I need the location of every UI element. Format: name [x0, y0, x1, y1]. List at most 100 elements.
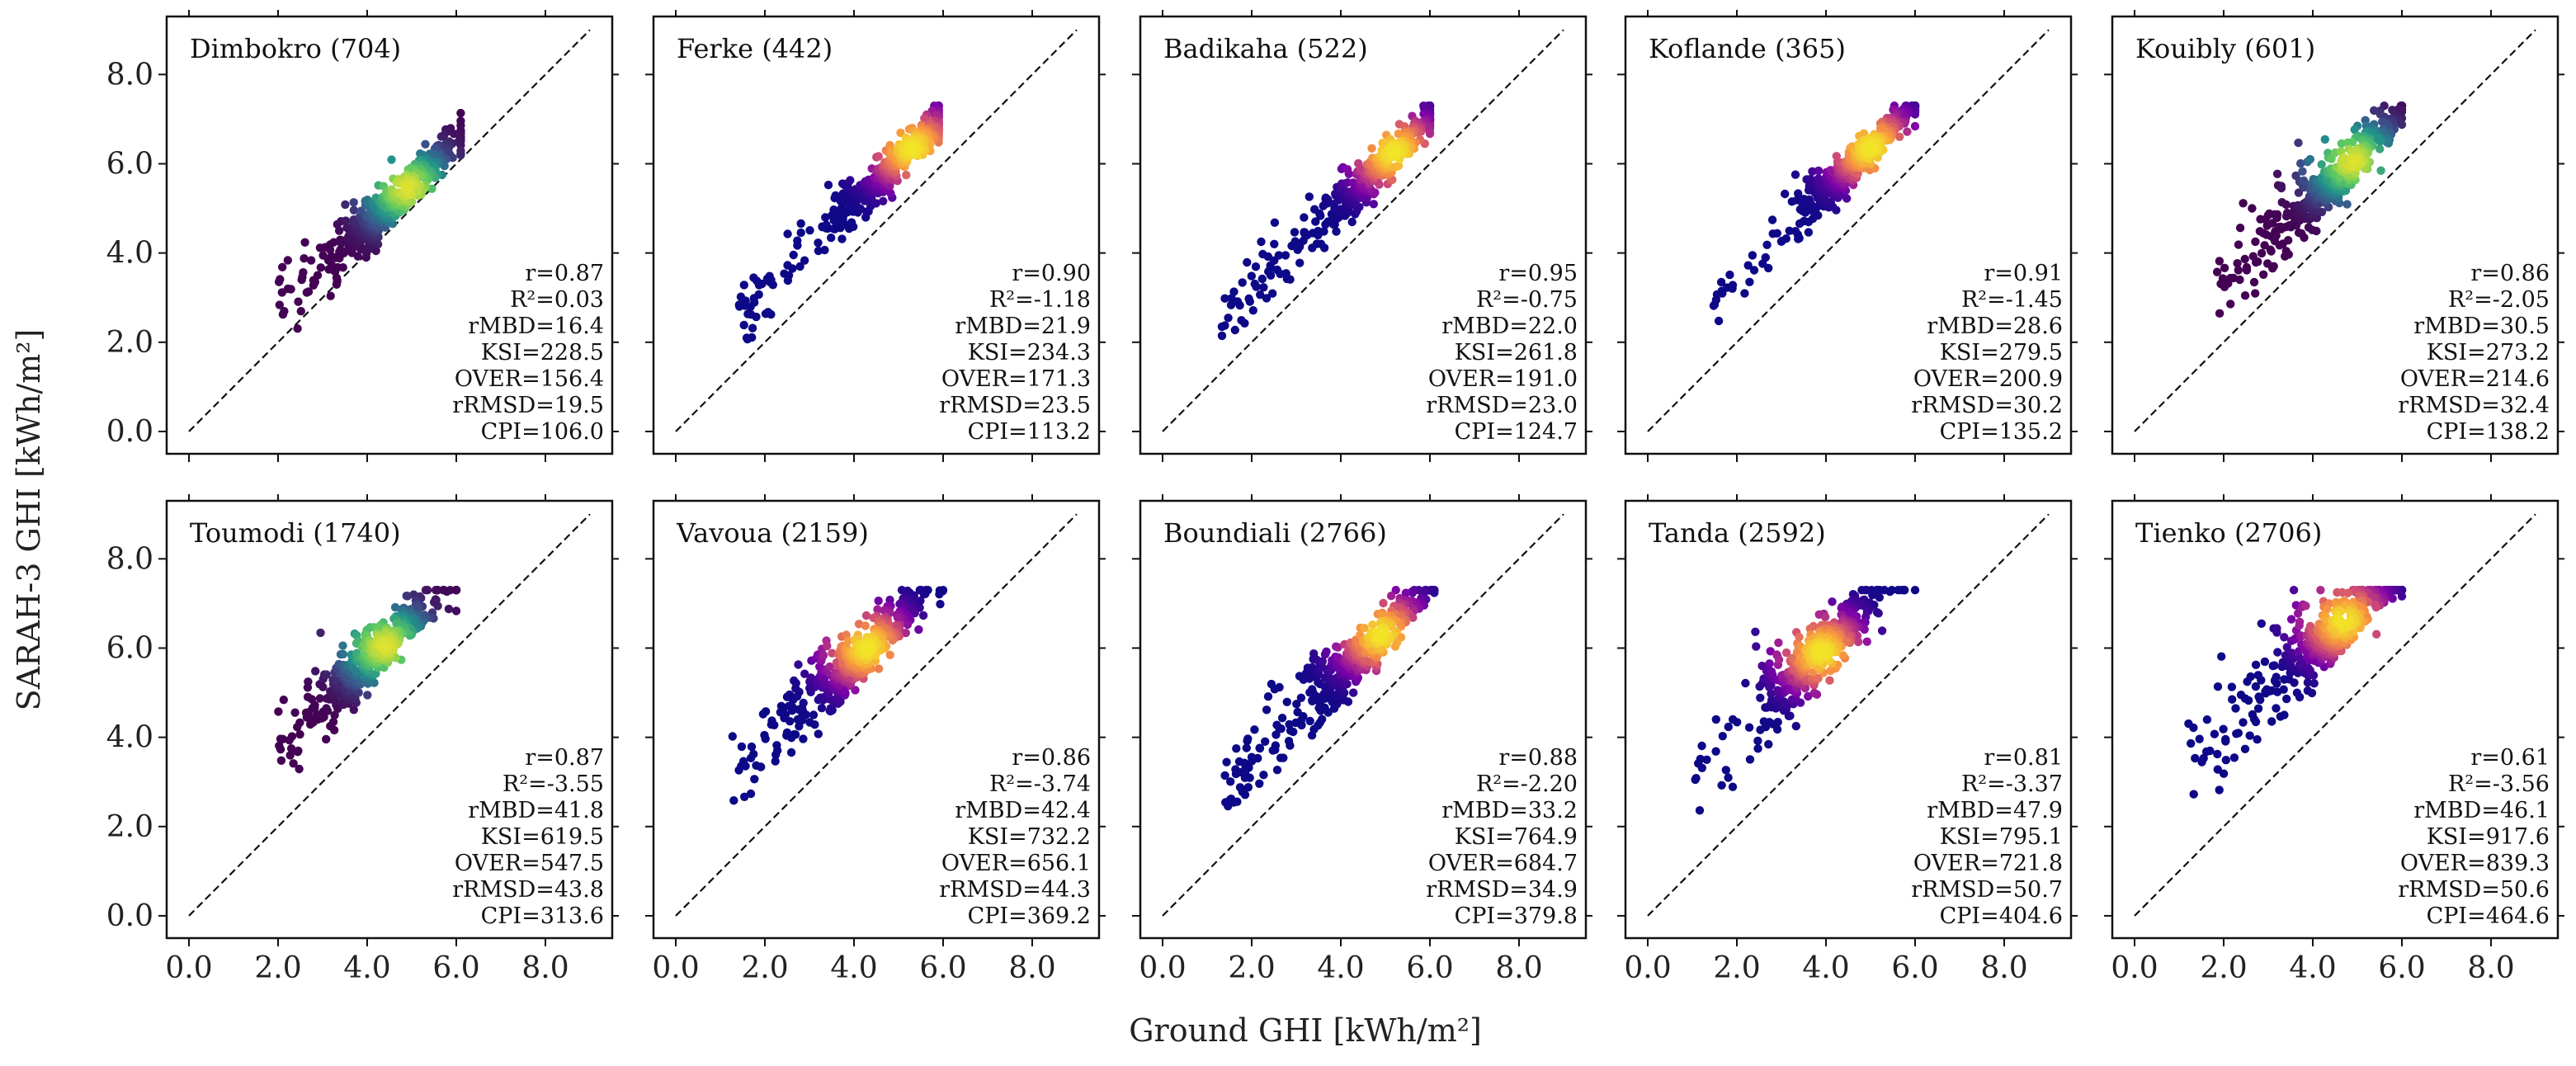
- data-point: [276, 756, 286, 765]
- data-point: [1290, 237, 1300, 246]
- data-point: [897, 586, 907, 595]
- data-point: [1253, 753, 1262, 763]
- data-point: [1872, 608, 1882, 617]
- data-point: [338, 649, 347, 659]
- stat-line: r=0.88: [1498, 745, 1578, 771]
- data-point: [2221, 734, 2230, 744]
- stat-line: rRMSD=19.5: [452, 393, 604, 418]
- data-point: [918, 611, 928, 620]
- data-point: [854, 620, 864, 629]
- data-point: [791, 678, 800, 688]
- x-tick-label: 8.0: [1495, 951, 1542, 985]
- data-point: [431, 586, 441, 595]
- data-point: [2270, 661, 2279, 670]
- stat-line: rMBD=21.9: [955, 314, 1091, 339]
- data-point: [373, 239, 383, 249]
- data-point: [823, 181, 833, 190]
- data-point: [822, 220, 831, 229]
- data-point: [2272, 672, 2281, 682]
- data-point: [1243, 734, 1253, 743]
- data-point: [2215, 785, 2224, 795]
- stat-line: r=0.87: [525, 745, 604, 771]
- data-point: [2272, 624, 2281, 633]
- stat-line: rMBD=16.4: [468, 314, 604, 339]
- stat-line: CPI=369.2: [968, 903, 1091, 929]
- stat-line: rMBD=47.9: [1927, 798, 2063, 823]
- stat-line: rMBD=42.4: [955, 798, 1091, 823]
- data-point: [819, 651, 828, 660]
- data-point: [286, 744, 296, 753]
- data-point: [2272, 169, 2282, 178]
- stat-line: CPI=113.2: [968, 419, 1091, 445]
- data-point: [280, 307, 289, 316]
- data-point: [1756, 693, 1765, 702]
- data-point: [2397, 592, 2407, 601]
- data-point: [1866, 143, 1875, 152]
- data-point: [2187, 738, 2196, 748]
- data-point: [1804, 228, 1814, 237]
- panel-title: Vavoua (2159): [676, 517, 869, 549]
- data-point: [1814, 174, 1823, 183]
- data-point: [1322, 647, 1331, 656]
- data-point: [2210, 729, 2220, 738]
- data-point: [334, 226, 344, 235]
- data-point: [817, 704, 827, 713]
- data-point: [371, 246, 380, 256]
- data-point: [2312, 226, 2321, 236]
- data-point: [2370, 106, 2379, 116]
- data-point: [800, 669, 809, 678]
- data-point: [728, 732, 737, 741]
- data-point: [2350, 158, 2359, 167]
- stat-line: R²=-3.55: [502, 771, 604, 797]
- data-point: [286, 285, 295, 294]
- data-point: [1894, 586, 1903, 595]
- data-point: [278, 262, 287, 271]
- panel-ferke: Ferke (442) r=0.90R²=-1.18rMBD=21.9KSI=23…: [645, 10, 1106, 462]
- data-point: [1394, 129, 1404, 139]
- data-point: [1825, 676, 1834, 685]
- data-point: [1217, 331, 1227, 341]
- data-point: [433, 601, 442, 611]
- data-point: [1284, 737, 1294, 746]
- data-point: [2235, 224, 2245, 233]
- data-point: [846, 176, 855, 185]
- data-point: [1752, 642, 1761, 651]
- data-point: [1226, 300, 1236, 309]
- data-point: [1391, 586, 1400, 595]
- stat-line: CPI=404.6: [1940, 903, 2063, 929]
- data-point: [1277, 714, 1287, 723]
- data-point: [294, 746, 303, 756]
- panel-title: Badikaha (522): [1163, 33, 1368, 64]
- data-point: [1295, 258, 1305, 267]
- stat-line: rMBD=46.1: [2413, 798, 2550, 823]
- panel-koflande: Koflande (365) r=0.91R²=-1.45rMBD=28.6KSI…: [1617, 10, 2078, 462]
- data-point: [1272, 766, 1282, 775]
- x-tick-label: 0.0: [1139, 951, 1186, 985]
- data-point: [874, 597, 883, 606]
- y-tick-label: 4.0: [106, 721, 153, 755]
- data-point: [786, 748, 796, 757]
- data-point: [799, 698, 808, 708]
- reference-line: [1647, 513, 2050, 917]
- data-point: [2234, 729, 2243, 738]
- data-point: [1393, 638, 1402, 647]
- data-point: [2297, 229, 2306, 238]
- data-point: [315, 694, 324, 703]
- x-tick-label: 8.0: [1980, 951, 2027, 985]
- x-tick-label: 0.0: [165, 951, 212, 985]
- data-point: [2295, 653, 2304, 663]
- data-point: [740, 792, 749, 801]
- data-point: [2296, 158, 2305, 168]
- data-point: [2281, 247, 2291, 256]
- reference-line: [675, 29, 1078, 432]
- data-point: [847, 218, 856, 227]
- data-point: [413, 603, 422, 613]
- data-point: [328, 717, 338, 727]
- stat-line: rMBD=33.2: [1441, 798, 1578, 823]
- data-point: [2251, 289, 2260, 298]
- data-point: [1239, 758, 1249, 767]
- data-point: [2239, 718, 2248, 727]
- data-point: [800, 256, 809, 265]
- data-point: [1263, 692, 1273, 701]
- data-point: [1226, 777, 1235, 786]
